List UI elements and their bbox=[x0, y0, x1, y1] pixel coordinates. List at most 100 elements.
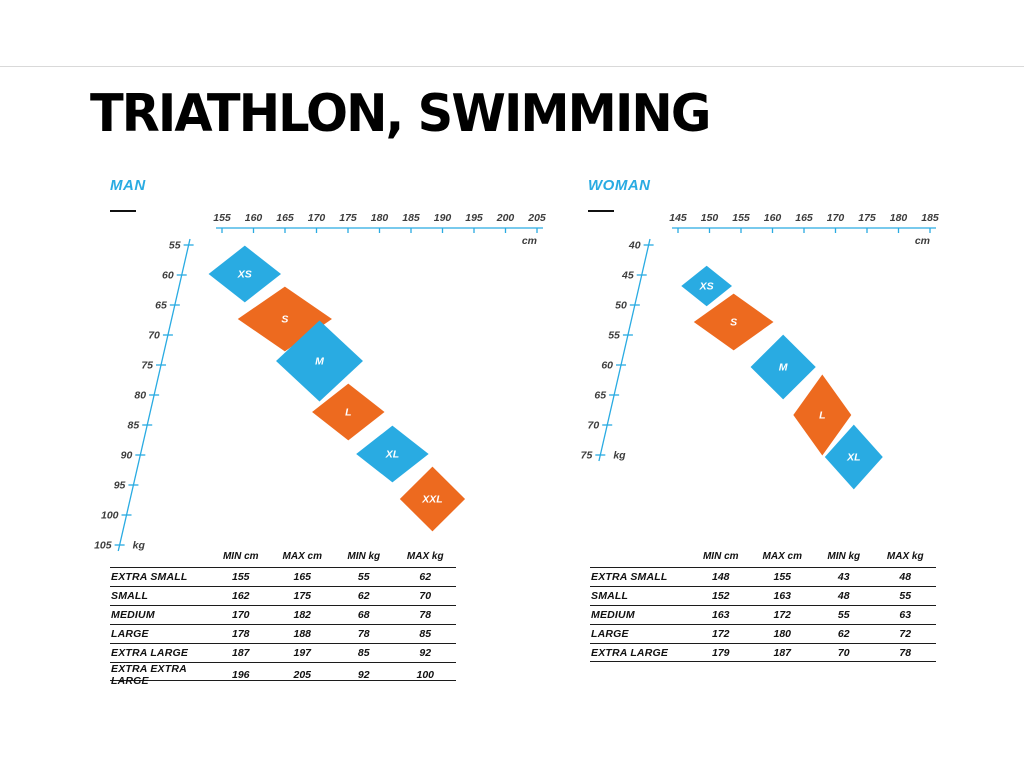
max-kg-value: 92 bbox=[419, 647, 432, 659]
size-diamond-label: XS bbox=[237, 269, 252, 281]
kg-tick-label: 40 bbox=[628, 240, 641, 252]
min-kg-value: 70 bbox=[837, 646, 850, 659]
kg-tick-label: 65 bbox=[155, 300, 167, 312]
max-kg-value: 48 bbox=[899, 571, 912, 583]
kg-tick-label: 85 bbox=[128, 420, 140, 432]
size-row-xs: EXTRA SMALL 155 165 55 62 bbox=[110, 567, 456, 586]
table-header: MIN kg bbox=[347, 550, 381, 562]
max-kg-value: 78 bbox=[899, 646, 912, 659]
page-title: TRIATHLON, SWIMMING bbox=[90, 84, 711, 144]
min-cm-value: 187 bbox=[231, 647, 250, 659]
max-kg-value: 62 bbox=[419, 571, 432, 583]
size-diamond-label: S bbox=[281, 314, 288, 326]
table-header: MAX cm bbox=[282, 550, 322, 562]
kg-tick-label: 105 bbox=[94, 540, 112, 552]
size-diamond-s bbox=[693, 293, 774, 351]
kg-unit-label: kg bbox=[613, 450, 626, 462]
size-name: SMALL bbox=[111, 590, 149, 602]
max-cm-value: 165 bbox=[293, 571, 312, 583]
min-cm-value: 155 bbox=[231, 571, 250, 583]
min-cm-value: 163 bbox=[711, 609, 730, 621]
min-kg-value: 48 bbox=[837, 590, 850, 602]
size-diamond-xs bbox=[681, 265, 733, 307]
max-cm-value: 182 bbox=[293, 609, 312, 621]
size-name: SMALL bbox=[591, 590, 629, 602]
size-diamond-label: XL bbox=[385, 449, 399, 461]
cm-tick-label: 150 bbox=[701, 212, 719, 224]
size-row-xl: EXTRA LARGE 187 197 85 92 bbox=[110, 643, 456, 662]
cm-tick-label: 165 bbox=[276, 212, 294, 224]
max-kg-value: 55 bbox=[899, 590, 912, 602]
max-cm-value: 180 bbox=[773, 628, 792, 640]
table-header: MAX kg bbox=[406, 550, 444, 562]
kg-tick-label: 90 bbox=[121, 450, 133, 462]
table-header: MIN cm bbox=[222, 550, 259, 562]
kg-tick-label: 95 bbox=[114, 480, 126, 492]
cm-tick-label: 205 bbox=[527, 212, 546, 224]
man-size-table: MIN cm MAX cm MIN kg MAX kg EXTRA SMALL 155 16… bbox=[110, 545, 456, 687]
max-kg-value: 78 bbox=[419, 609, 432, 621]
size-diamond-xxl bbox=[399, 466, 466, 532]
kg-axis-line bbox=[598, 238, 651, 462]
size-row-m: MEDIUM 170 182 68 78 bbox=[110, 605, 456, 624]
size-name: LARGE bbox=[591, 628, 629, 640]
size-row-xs: EXTRA SMALL 148 155 43 48 bbox=[590, 567, 936, 586]
max-cm-value: 205 bbox=[293, 669, 312, 681]
cm-unit-label: cm bbox=[915, 235, 930, 247]
min-kg-value: 62 bbox=[837, 628, 850, 640]
kg-tick-label: 70 bbox=[148, 330, 160, 342]
min-cm-value: 179 bbox=[711, 646, 730, 659]
top-divider bbox=[0, 66, 1024, 67]
size-diamond-label: L bbox=[345, 407, 351, 419]
min-cm-value: 152 bbox=[711, 590, 730, 602]
size-row-m: MEDIUM 163 172 55 63 bbox=[590, 605, 936, 624]
kg-tick-label: 80 bbox=[134, 390, 146, 402]
table-header-row: MIN cm MAX cm MIN kg MAX kg bbox=[110, 545, 456, 567]
table-header: MAX kg bbox=[886, 550, 924, 562]
cm-tick-label: 180 bbox=[371, 212, 389, 224]
size-diamond-xl bbox=[356, 425, 429, 483]
cm-tick-label: 160 bbox=[764, 212, 782, 224]
size-diamond-label: S bbox=[730, 317, 737, 329]
cm-tick-label: 180 bbox=[890, 212, 908, 224]
kg-tick-label: 55 bbox=[608, 330, 620, 342]
min-kg-value: 62 bbox=[357, 590, 370, 602]
size-row-xxl: EXTRA EXTRA LARGE 196 205 92 100 bbox=[110, 662, 456, 687]
size-diamond-label: XXL bbox=[421, 494, 442, 506]
size-name: EXTRA LARGE bbox=[591, 646, 669, 659]
woman-chart-label: WOMAN bbox=[588, 177, 651, 194]
cm-tick-label: 200 bbox=[496, 212, 515, 224]
size-name: EXTRA LARGE bbox=[111, 647, 189, 659]
woman-label-underline bbox=[588, 210, 614, 212]
table-header-row: MIN cm MAX cm MIN kg MAX kg bbox=[590, 545, 936, 567]
size-diamond-xs bbox=[208, 245, 282, 303]
cm-tick-label: 190 bbox=[434, 212, 452, 224]
size-row-l: LARGE 178 188 78 85 bbox=[110, 624, 456, 643]
size-row-xl: EXTRA LARGE 179 187 70 78 bbox=[590, 643, 936, 662]
max-cm-value: 163 bbox=[773, 590, 792, 602]
min-cm-value: 170 bbox=[231, 609, 250, 621]
min-cm-value: 196 bbox=[231, 669, 250, 681]
cm-tick-label: 165 bbox=[795, 212, 813, 224]
max-cm-value: 172 bbox=[773, 609, 792, 621]
size-diamond-m bbox=[276, 320, 363, 402]
table-header: MIN cm bbox=[702, 550, 739, 562]
cm-tick-label: 170 bbox=[827, 212, 845, 224]
size-diamond-label: XL bbox=[846, 452, 860, 464]
cm-unit-label: cm bbox=[522, 235, 537, 247]
min-cm-value: 172 bbox=[711, 628, 730, 640]
max-kg-value: 100 bbox=[416, 669, 435, 681]
woman-size-table: MIN cm MAX cm MIN kg MAX kg EXTRA SMALL 148 15… bbox=[590, 545, 936, 662]
cm-tick-label: 185 bbox=[921, 212, 939, 224]
cm-tick-label: 175 bbox=[339, 212, 357, 224]
min-cm-value: 178 bbox=[231, 628, 250, 640]
size-name: EXTRA EXTRA LARGE bbox=[111, 663, 187, 687]
kg-tick-label: 55 bbox=[169, 240, 181, 252]
cm-tick-label: 170 bbox=[308, 212, 326, 224]
size-diamond-label: XS bbox=[699, 281, 714, 293]
min-kg-value: 92 bbox=[357, 669, 370, 681]
kg-tick-label: 65 bbox=[594, 390, 606, 402]
kg-tick-label: 75 bbox=[141, 360, 153, 372]
size-row-s: SMALL 152 163 48 55 bbox=[590, 586, 936, 605]
